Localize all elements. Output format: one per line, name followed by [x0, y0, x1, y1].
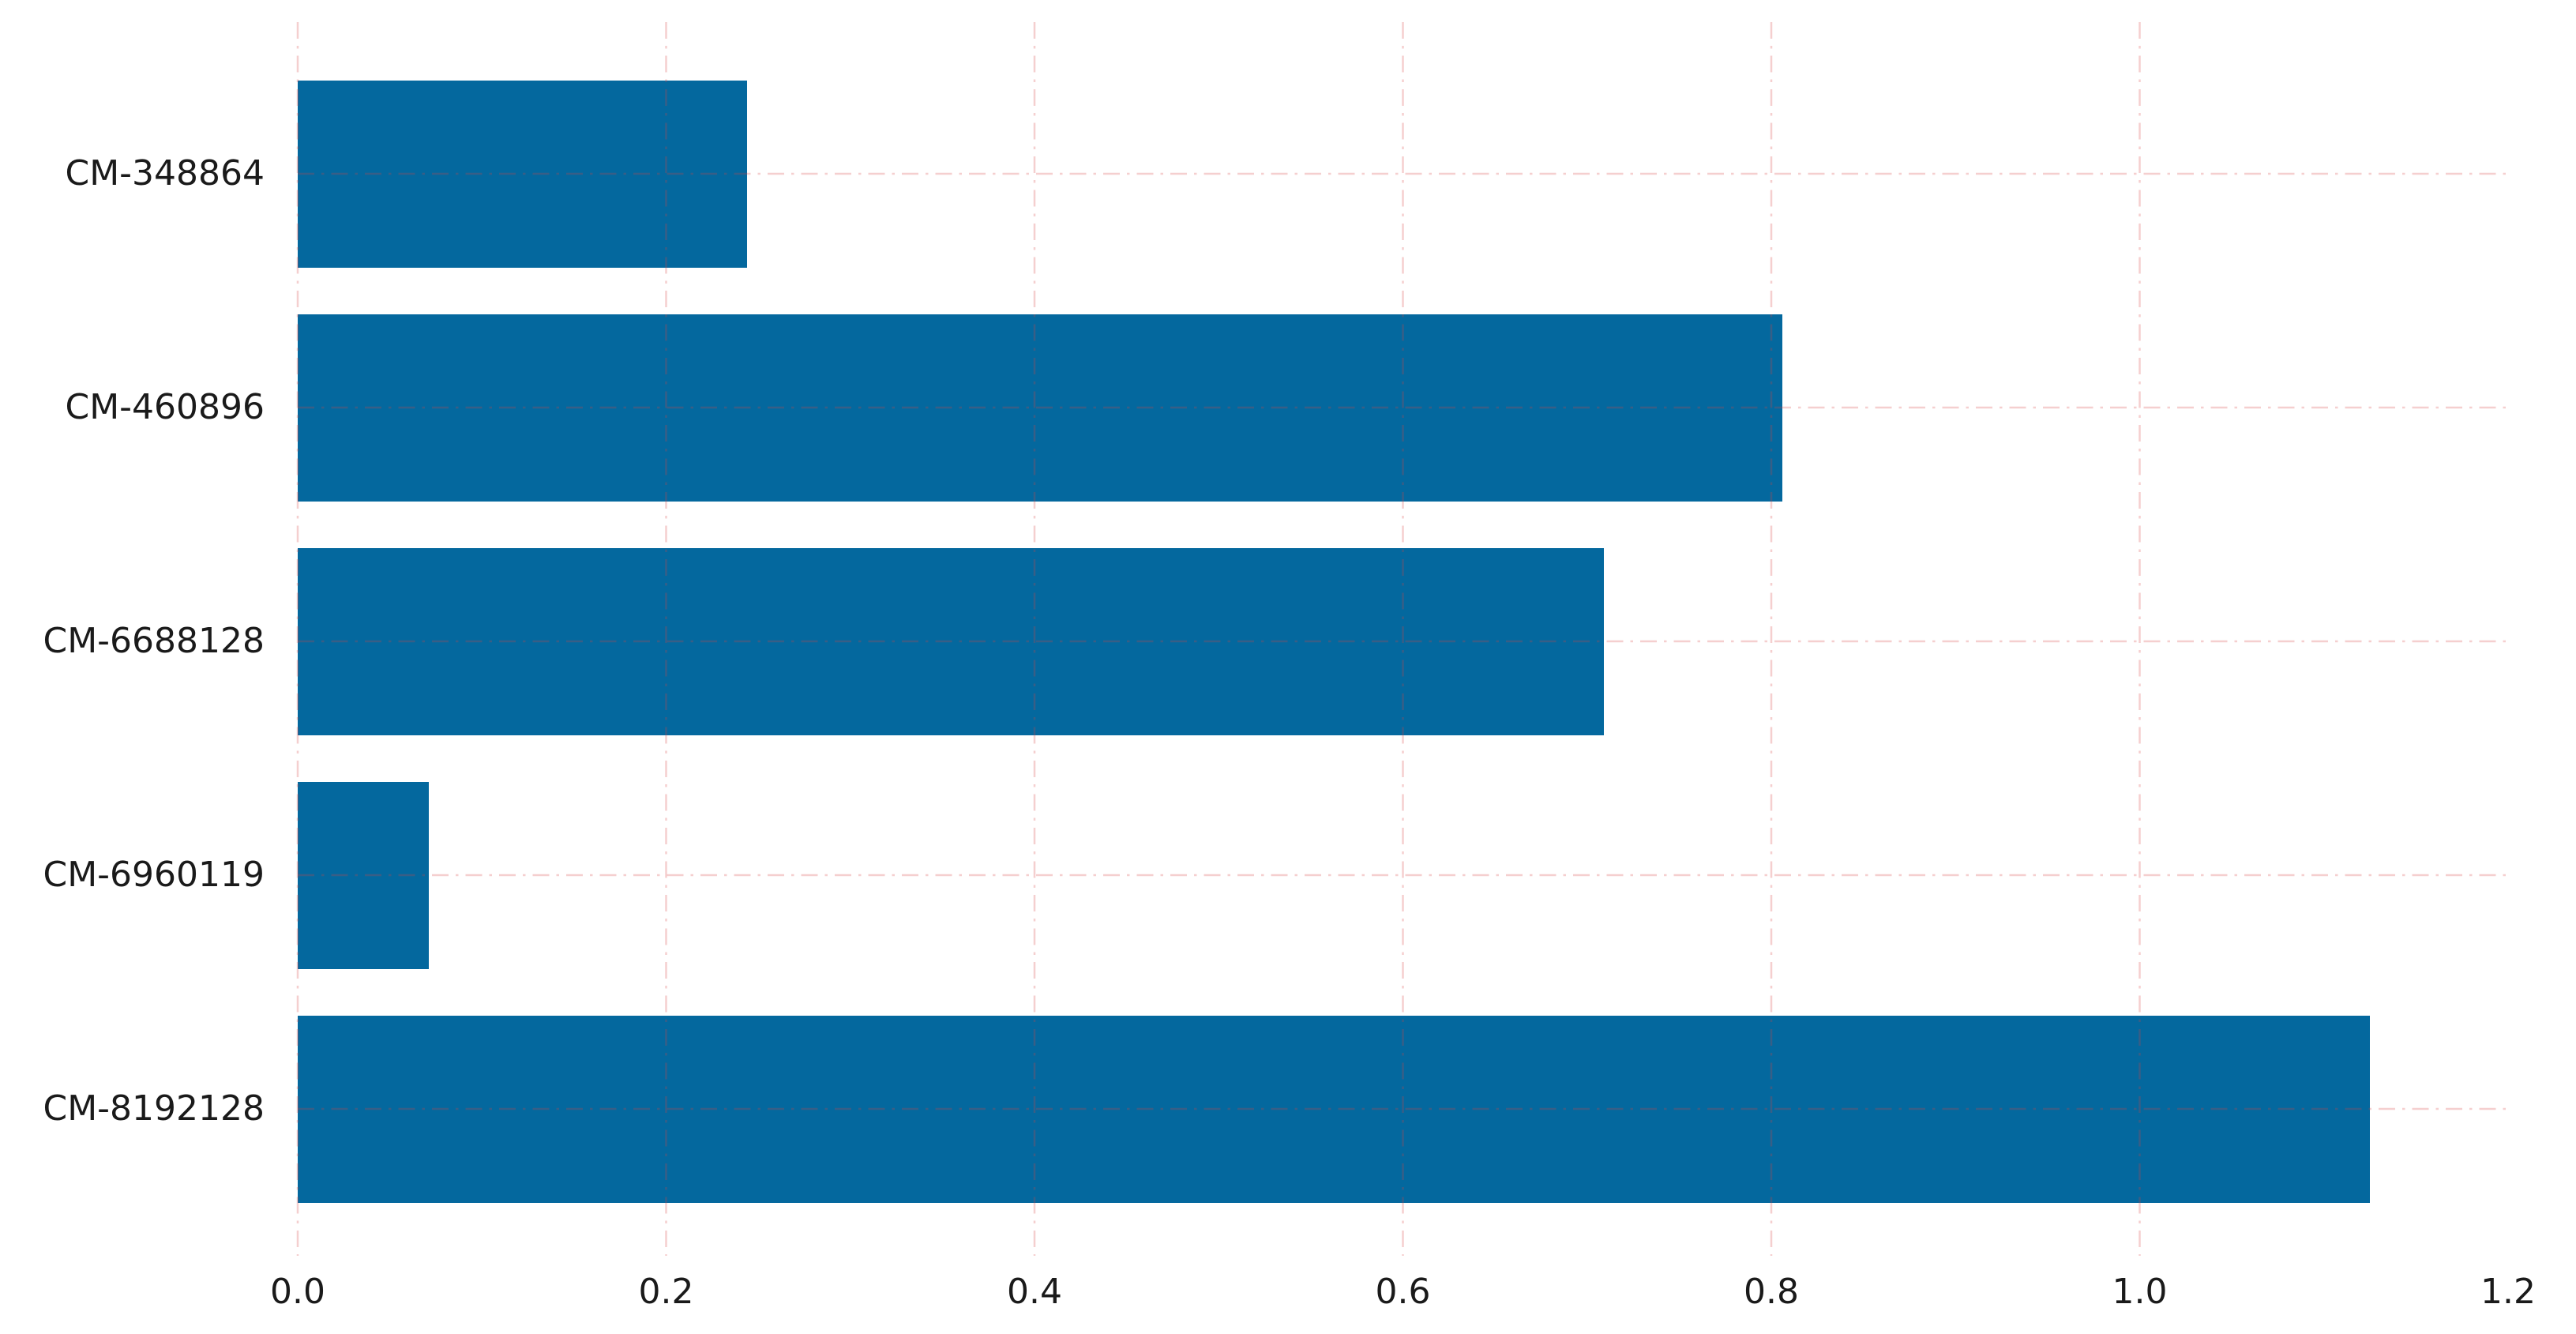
xtick-label: 0.4: [1007, 1272, 1062, 1312]
xtick-label: 0.2: [638, 1272, 694, 1312]
ytick-label: CM-6688128: [43, 621, 265, 661]
bar-CM-460896: [298, 314, 1782, 502]
xtick-label: 0.0: [270, 1272, 325, 1312]
ytick-label: CM-8192128: [43, 1088, 265, 1129]
bar-CM-8192128: [298, 1015, 2370, 1203]
ytick-label: CM-460896: [65, 387, 265, 427]
bar-CM-348864: [298, 80, 747, 268]
xtick-label: 1.2: [2480, 1272, 2536, 1312]
xtick-label: 1.0: [2112, 1272, 2168, 1312]
bar-CM-6960119: [298, 781, 429, 969]
bar-CM-6688128: [298, 547, 1604, 735]
xtick-label: 0.8: [1744, 1272, 1799, 1312]
xtick-label: 0.6: [1375, 1272, 1431, 1312]
ytick-label: CM-6960119: [43, 855, 265, 895]
ytick-label: CM-348864: [65, 153, 265, 194]
